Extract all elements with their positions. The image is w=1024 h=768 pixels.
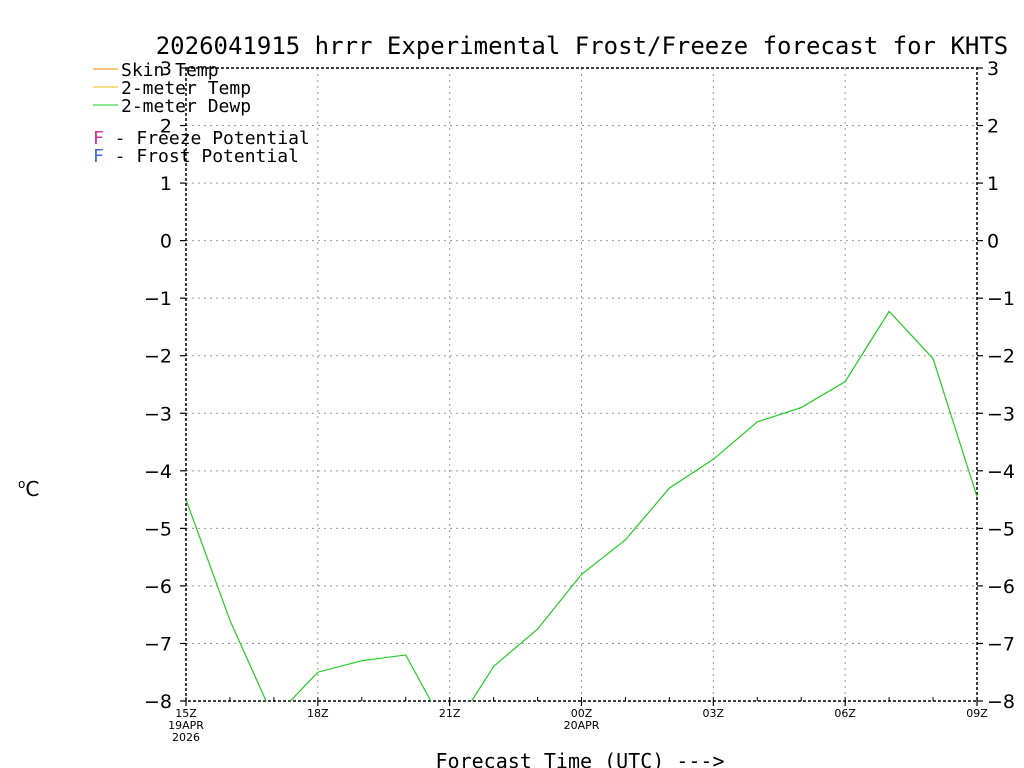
y-tick-label-right: −6 [987,576,1015,598]
x-tick-label: 03Z [703,707,725,720]
y-tick-label-left: −7 [144,633,172,655]
frost-potential-label: - Frost Potential [104,146,299,167]
y-tick-label-right: −8 [987,691,1015,713]
freeze-marker-letter: F [93,128,104,149]
y-tick-label-left: −2 [144,346,172,368]
y-axis-unit: C [25,477,39,501]
y-tick-label-right: −4 [987,461,1015,483]
y-tick-label-left: −1 [144,288,172,310]
y-tick-label-left: 3 [160,58,172,80]
y-axis-degree: o [18,477,25,491]
x-tick-label: 19APR [168,719,204,732]
x-tick-label: 15Z [175,707,197,720]
y-tick-label-right: 0 [987,231,999,253]
y-tick-label-right: 2 [987,116,999,138]
plot-frame [185,67,978,702]
grid [186,68,977,701]
y-tick-label-right: −3 [987,403,1015,425]
y-tick-label-right: 1 [987,173,999,195]
legend: Skin Temp 2-meter Temp 2-meter Dewp F - … [93,60,310,167]
y-tick-label-left: −6 [144,576,172,598]
y-tick-label-right: −2 [987,346,1015,368]
legend-skin-temp: Skin Temp [121,60,219,81]
x-tick-label: 06Z [834,707,856,720]
legend-2m-temp: 2-meter Temp [121,78,251,99]
y-axis: 3 3 2 2 1 1 0 0 −1 −1 −2 −2 −3 −3 −4 −4 −5 −5 −6 −6 −7 −7 −8 −8 [144,58,1015,713]
y-tick-label-left: −3 [144,403,172,425]
y-axis-label: oC [18,477,39,501]
legend-2m-dewp: 2-meter Dewp [121,96,251,117]
series-layer [186,310,977,701]
y-tick-label-right: −7 [987,633,1015,655]
x-tick-label: 2026 [172,731,200,744]
y-tick-label-right: 3 [987,58,999,80]
chart-title: 2026041915 hrrr Experimental Frost/Freez… [156,32,1009,60]
y-tick-label-left: 1 [160,173,172,195]
x-tick-label: 09Z [966,707,988,720]
y-tick-label-left: 2 [160,116,172,138]
x-tick-label: 00Z [571,707,593,720]
x-tick-label: 21Z [439,707,461,720]
legend-freeze-potential: F - Freeze Potential [93,128,310,149]
y-tick-label-right: −1 [987,288,1015,310]
y-tick-label-left: 0 [160,231,172,253]
y-tick-label-left: −4 [144,461,172,483]
x-tick-label: 20APR [564,719,600,732]
y-tick-label-left: −5 [144,518,172,540]
x-axis-label: Forecast Time (UTC) ---> [436,749,725,768]
x-tick-label: 18Z [307,707,329,720]
frost-marker-letter: F [93,146,104,167]
y-tick-label-left: −8 [144,691,172,713]
freeze-potential-label: - Freeze Potential [104,128,310,149]
legend-frost-potential: F - Frost Potential [93,146,299,167]
series-line-2m-dewp [186,310,977,701]
y-tick-label-right: −5 [987,518,1015,540]
